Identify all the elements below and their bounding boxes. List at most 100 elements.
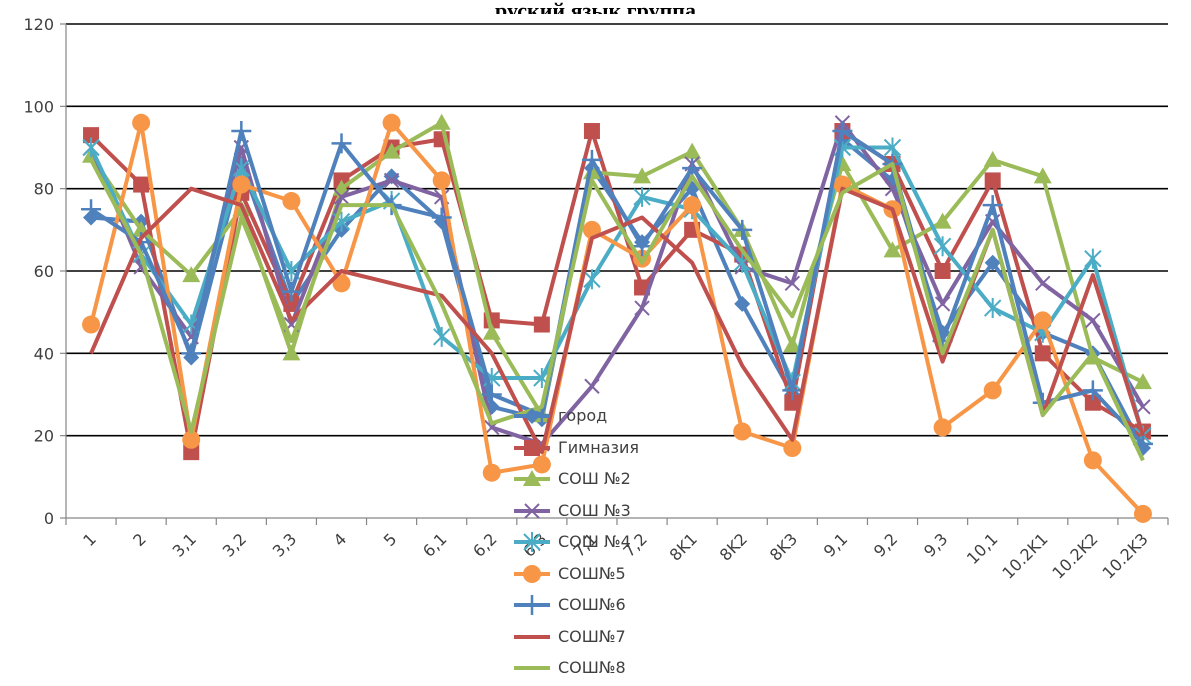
series-group (81, 113, 1153, 523)
legend-label: СОШ №2 (558, 469, 631, 488)
x-tick-label: 9,2 (870, 529, 901, 560)
legend-label: СОШ№7 (558, 626, 626, 646)
series-7 (81, 121, 1153, 454)
data-point (1133, 504, 1152, 523)
x-tick-label: 6,1 (419, 529, 450, 560)
y-tick-label: 0 (44, 509, 54, 528)
data-point (432, 326, 451, 347)
data-point (382, 113, 401, 132)
data-point (982, 195, 1003, 216)
data-point (984, 254, 1001, 271)
y-tick-label: 20 (34, 427, 54, 446)
data-point (933, 212, 952, 229)
data-point (933, 236, 952, 257)
data-point (784, 394, 801, 411)
legend-item: город (512, 402, 682, 434)
y-tick-label: 40 (34, 344, 54, 363)
x-tick-label: 8K3 (766, 529, 801, 564)
data-point (533, 316, 550, 333)
x-tick-label: 3,2 (219, 529, 250, 560)
legend-item: СОШ №3 (512, 497, 682, 529)
data-point (232, 175, 251, 194)
data-point (1133, 373, 1152, 390)
y-tick-label: 80 (34, 180, 54, 199)
data-point (832, 121, 853, 142)
series-line (89, 129, 1145, 446)
legend-item: СОШ№6 (512, 591, 682, 623)
data-point (481, 384, 502, 405)
x-tick-label: 10.2K2 (1048, 529, 1101, 582)
data-point (633, 186, 651, 207)
data-point (683, 142, 702, 159)
legend-swatch (514, 439, 550, 456)
data-point (182, 266, 201, 283)
data-point (431, 207, 452, 228)
data-point (432, 171, 451, 190)
x-tick-label: 3,3 (269, 529, 300, 560)
x-tick-label: 10.2K3 (1099, 529, 1152, 582)
data-point (934, 296, 951, 312)
data-point (784, 275, 801, 292)
legend-swatch (514, 595, 550, 615)
legend-label: СОШ №4 (558, 532, 631, 551)
legend-marker (523, 532, 541, 552)
data-point (482, 323, 501, 340)
data-point (632, 236, 653, 257)
data-point (581, 149, 602, 170)
y-tick-label: 60 (34, 262, 54, 281)
x-tick-label: 5 (380, 529, 401, 550)
data-point (984, 172, 1001, 189)
axes (60, 23, 1169, 525)
data-point (1082, 380, 1103, 401)
data-point (383, 172, 400, 189)
data-point (734, 295, 751, 312)
data-point (331, 133, 352, 154)
x-tick-label: 9,3 (920, 529, 951, 560)
legend-swatch (514, 470, 550, 486)
legend-label: Гимназия (558, 437, 640, 457)
x-tick-label: 10,1 (963, 529, 1002, 568)
data-point (1135, 399, 1151, 415)
legend-item: СОШ №2 (512, 465, 682, 497)
data-point (783, 336, 802, 353)
legend: город Гимназия СОШ №2 СОШ №3 СОШ №4 СОШ№5 СОШ№… (512, 402, 682, 686)
data-point (1035, 275, 1051, 292)
data-point (933, 418, 952, 437)
data-point (634, 300, 650, 316)
data-point (983, 381, 1002, 400)
legend-marker (524, 502, 540, 519)
x-tick-label: 9,1 (820, 529, 851, 560)
data-point (81, 199, 102, 220)
series-line (89, 158, 1145, 462)
data-point (983, 298, 1002, 319)
data-point (231, 121, 252, 142)
data-point (333, 189, 350, 205)
series-line (89, 120, 1145, 446)
data-point (182, 430, 201, 449)
y-tick-label: 100 (23, 97, 54, 116)
legend-swatch (514, 634, 550, 639)
data-point (732, 219, 753, 240)
data-point (82, 137, 100, 158)
data-point (1084, 394, 1101, 411)
data-point (281, 281, 302, 302)
data-point (584, 378, 600, 394)
legend-swatch (514, 666, 550, 670)
data-point (282, 192, 301, 211)
legend-marker (524, 408, 540, 424)
legend-item: СОШ№5 (512, 560, 682, 592)
data-point (382, 142, 401, 159)
data-point (282, 344, 301, 361)
chart-title: руский язык группа (495, 0, 696, 14)
legend-label: СОШ№6 (558, 595, 626, 614)
legend-label: СОШ№5 (558, 563, 626, 583)
legend-item: СОШ№7 (512, 623, 682, 655)
legend-marker (524, 439, 540, 456)
data-point (1085, 312, 1101, 329)
data-point (1033, 311, 1052, 330)
data-point (83, 127, 100, 144)
legend-swatch (514, 532, 550, 552)
x-tick-label: 8K2 (716, 529, 751, 564)
data-point (482, 463, 501, 482)
